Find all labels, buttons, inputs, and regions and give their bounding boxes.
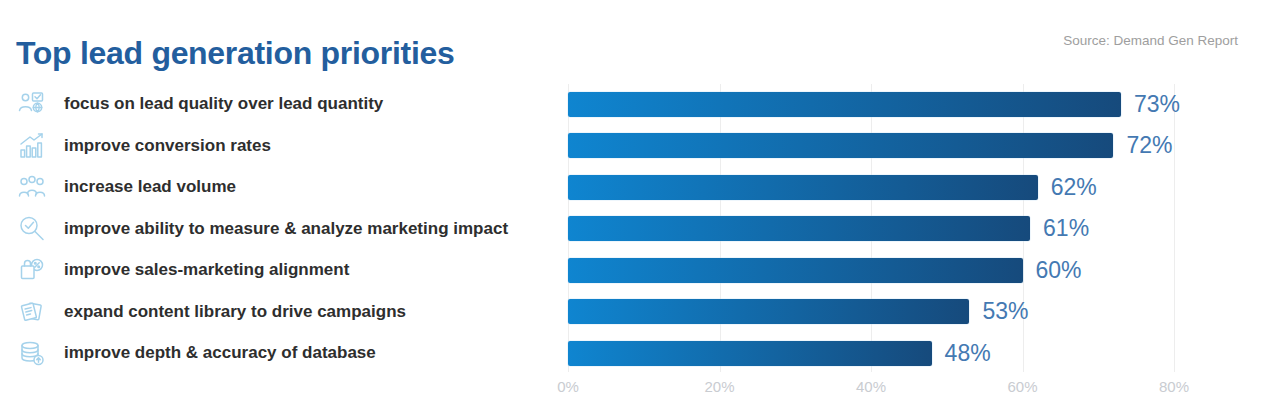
conversion-chart-icon [16, 130, 48, 162]
category-label: expand content library to drive campaign… [64, 302, 406, 322]
x-axis-tick-label: 60% [1007, 378, 1037, 395]
chart-row: improve sales-marketing alignment [0, 258, 560, 283]
person-lead-quality-icon [16, 88, 48, 120]
value-label: 60% [1036, 257, 1082, 284]
bar-row: 53% [568, 299, 1174, 324]
chart-row: improve depth & accuracy of database [0, 341, 560, 366]
bar-row: 73% [568, 92, 1174, 117]
bar [568, 299, 969, 324]
bar-row: 48% [568, 341, 1174, 366]
value-label: 61% [1043, 215, 1089, 242]
chart-row: improve conversion rates [0, 133, 560, 158]
value-label: 48% [945, 340, 991, 367]
sales-bag-percent-icon [16, 254, 48, 286]
bar [568, 216, 1030, 241]
source-credit: Source: Demand Gen Report [1063, 33, 1238, 48]
magnifier-check-icon [16, 213, 48, 245]
x-axis-tick-label: 0% [557, 378, 579, 395]
value-label: 72% [1126, 132, 1172, 159]
bar-row: 72% [568, 133, 1174, 158]
page-title: Top lead generation priorities [16, 35, 454, 72]
chart-row: focus on lead quality over lead quantity [0, 92, 560, 117]
bar [568, 341, 932, 366]
x-axis-tick-label: 80% [1159, 378, 1189, 395]
bar-row: 61% [568, 216, 1174, 241]
bar [568, 92, 1121, 117]
bar [568, 258, 1023, 283]
chart-row: improve ability to measure & analyze mar… [0, 216, 560, 241]
category-label: improve conversion rates [64, 136, 271, 156]
category-label: focus on lead quality over lead quantity [64, 94, 383, 114]
x-axis-tick-label: 20% [704, 378, 734, 395]
chart-row: increase lead volume [0, 175, 560, 200]
bar [568, 133, 1113, 158]
value-label: 73% [1134, 91, 1180, 118]
bar [568, 175, 1038, 200]
chart-row: expand content library to drive campaign… [0, 299, 560, 324]
x-axis: 0%20%40%60%80% [568, 376, 1174, 398]
category-label: improve sales-marketing alignment [64, 260, 349, 280]
bar-chart-plot: 73%72%62%61%60%53%48%0%20%40%60%80% [568, 84, 1174, 372]
value-label: 53% [982, 298, 1028, 325]
bar-row: 60% [568, 258, 1174, 283]
bar-row: 62% [568, 175, 1174, 200]
database-upload-icon [16, 337, 48, 369]
category-label: improve depth & accuracy of database [64, 343, 376, 363]
people-group-icon [16, 171, 48, 203]
category-label: improve ability to measure & analyze mar… [64, 219, 508, 239]
gridline [1174, 84, 1175, 372]
content-library-icon [16, 296, 48, 328]
x-axis-tick-label: 40% [856, 378, 886, 395]
category-label: increase lead volume [64, 177, 236, 197]
value-label: 62% [1051, 174, 1097, 201]
category-list: focus on lead quality over lead quantity… [0, 84, 560, 376]
